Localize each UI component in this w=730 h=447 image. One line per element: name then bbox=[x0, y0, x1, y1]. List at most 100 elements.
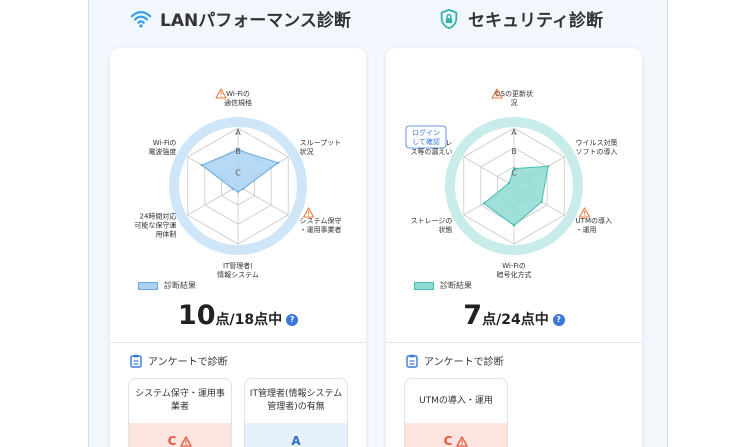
lan-score-unit: 点/18点中 bbox=[215, 312, 283, 328]
security-axis-label-2: UTMの導入 bbox=[576, 216, 612, 225]
lan-data-point-3 bbox=[236, 190, 240, 193]
survey-item-grade: A bbox=[245, 423, 347, 447]
login-badge-text: ログイン bbox=[412, 128, 440, 137]
lan-axis-label-4: 可能な保守運 bbox=[134, 221, 176, 230]
lan-data-point-5 bbox=[200, 163, 204, 167]
lan-survey-heading: アンケートで診断 bbox=[130, 353, 228, 368]
security-axis-label-2: ・運用 bbox=[576, 225, 597, 234]
security-data-point-2 bbox=[540, 200, 543, 204]
warning-icon bbox=[578, 207, 591, 218]
lan-data-point-0 bbox=[236, 148, 240, 152]
wifi-icon bbox=[130, 10, 152, 28]
security-axis-label-4: ストレージの bbox=[411, 217, 453, 225]
security-axis-label-0: 況 bbox=[511, 98, 518, 107]
security-axis-label-3: 暗号化方式 bbox=[497, 270, 532, 278]
security-data-point-1 bbox=[546, 165, 550, 168]
security-legend-swatch bbox=[414, 281, 434, 290]
warning-icon-triangle bbox=[578, 207, 591, 218]
security-axis-label-1: ウイルス対策 bbox=[576, 138, 618, 147]
lan-axis-label-2: システム保守 bbox=[300, 216, 342, 225]
lan-axis-label-5: Wi-Fiの bbox=[153, 139, 177, 147]
lan-axis-label-3: IT管理者( bbox=[223, 261, 253, 270]
lan-axis-label-0: 通信規格 bbox=[224, 98, 252, 107]
security-axis-label-3: Wi-Fiの bbox=[502, 262, 526, 270]
security-data-point-0 bbox=[512, 167, 516, 170]
warning-icon bbox=[456, 435, 469, 447]
lan-grade-label-2: C bbox=[235, 169, 241, 178]
security-legend-label: 診断結果 bbox=[440, 281, 472, 290]
lan-axis-label-1: 状況 bbox=[300, 147, 314, 156]
lan-data-point-4 bbox=[231, 187, 235, 191]
divider bbox=[386, 342, 642, 343]
warning-icon-triangle bbox=[302, 207, 315, 218]
security-radar-ring bbox=[445, 117, 583, 255]
security-data-point-4 bbox=[482, 202, 486, 205]
help-icon[interactable]: ? bbox=[552, 313, 565, 326]
lan-axis-label-4: 用体制 bbox=[155, 230, 176, 239]
clipboard-icon bbox=[406, 354, 418, 368]
survey-item-grade: C bbox=[129, 423, 231, 447]
shield-lock-icon bbox=[440, 8, 458, 29]
security-axis-label-1: ソフトの導入 bbox=[576, 147, 618, 156]
warning-icon bbox=[215, 88, 227, 99]
warning-icon bbox=[302, 207, 315, 218]
lan-spoke-2 bbox=[237, 185, 289, 216]
lan-score-value: 10 bbox=[177, 300, 216, 331]
security-survey-item-utm[interactable]: UTMの導入・運用 C bbox=[404, 378, 508, 447]
lan-axis-label-1: スループット bbox=[300, 139, 342, 147]
lan-axis-label-0: Wi-Fiの bbox=[226, 90, 250, 98]
lan-spoke-4 bbox=[187, 185, 239, 216]
grade-value: C bbox=[167, 434, 177, 447]
survey-item-grade: C bbox=[405, 423, 507, 447]
lan-card: A B C Wi-Fiの 通信規格 スループット 状況 システム保守 ・運用事業者 IT管理者(情… bbox=[110, 48, 366, 447]
lan-axis-label-3: 情報システム bbox=[217, 270, 259, 278]
lan-heading: LANパフォーマンス診断 bbox=[130, 6, 351, 31]
warning-icon bbox=[180, 435, 193, 447]
lan-data-point-1 bbox=[276, 161, 280, 164]
warning-icon-triangle bbox=[215, 88, 227, 99]
security-grade-label-2: C bbox=[511, 169, 517, 178]
warning-icon-triangle bbox=[491, 88, 503, 99]
lan-legend: 診断結果 bbox=[138, 280, 196, 291]
lan-grade-label-1: B bbox=[235, 147, 241, 156]
clipboard-icon bbox=[130, 354, 142, 368]
security-grade-label-0: A bbox=[511, 128, 517, 137]
grade-value: A bbox=[291, 434, 301, 447]
lan-score: 10点/18点中? bbox=[110, 300, 366, 331]
security-survey-title: アンケートで診断 bbox=[424, 357, 504, 368]
security-data-point-3 bbox=[512, 224, 516, 227]
security-legend: 診断結果 bbox=[414, 280, 472, 291]
warning-icon-dot bbox=[584, 214, 586, 216]
security-spoke-5 bbox=[463, 156, 515, 187]
warning-icon-dot bbox=[220, 95, 222, 97]
lan-radar-chart: ABCWi-Fiの通信規格スループット状況システム保守・運用事業者IT管理者(情… bbox=[134, 88, 342, 278]
security-heading: セキュリティ診断 bbox=[438, 6, 603, 31]
lan-legend-swatch bbox=[138, 281, 158, 290]
lan-grade-label-0: A bbox=[235, 128, 241, 137]
lan-survey-title: アンケートで診断 bbox=[148, 357, 228, 368]
security-axis-label-0: OSの更新状 bbox=[495, 89, 533, 98]
survey-item-label: システム保守・運用事業者 bbox=[135, 389, 225, 412]
security-axis-label-4: 状態 bbox=[438, 225, 452, 234]
lan-survey-item-maintenance[interactable]: システム保守・運用事業者 C bbox=[128, 378, 232, 447]
security-card: A B C OSの更新状況ウイルス対策 ソフトの導入 UTMの導入 ・運用 Wi-Fiの 暗号化… bbox=[386, 48, 642, 447]
grade-value: C bbox=[443, 434, 453, 447]
help-icon[interactable]: ? bbox=[286, 313, 299, 326]
warning-icon bbox=[491, 88, 503, 99]
security-axis-label-5: ス等の漏えい bbox=[410, 147, 452, 156]
login-badge-box bbox=[405, 125, 447, 149]
security-score: 7点/24点中? bbox=[386, 300, 642, 331]
lan-axis-label-5: 電波強度 bbox=[148, 147, 176, 156]
lan-radar-ring bbox=[169, 117, 307, 255]
lan-survey-item-it-admin[interactable]: IT管理者(情報システム管理者)の有無 A bbox=[244, 378, 348, 447]
security-data-point-5 bbox=[507, 181, 511, 185]
divider bbox=[110, 342, 366, 343]
survey-item-label: IT管理者(情報システム管理者)の有無 bbox=[249, 389, 343, 412]
security-score-unit: 点/24点中 bbox=[482, 312, 549, 328]
warning-icon-dot bbox=[308, 214, 310, 216]
survey-item-label: UTMの導入・運用 bbox=[419, 395, 493, 406]
lan-data-point-2 bbox=[241, 187, 245, 191]
warning-icon-dot bbox=[496, 95, 498, 97]
